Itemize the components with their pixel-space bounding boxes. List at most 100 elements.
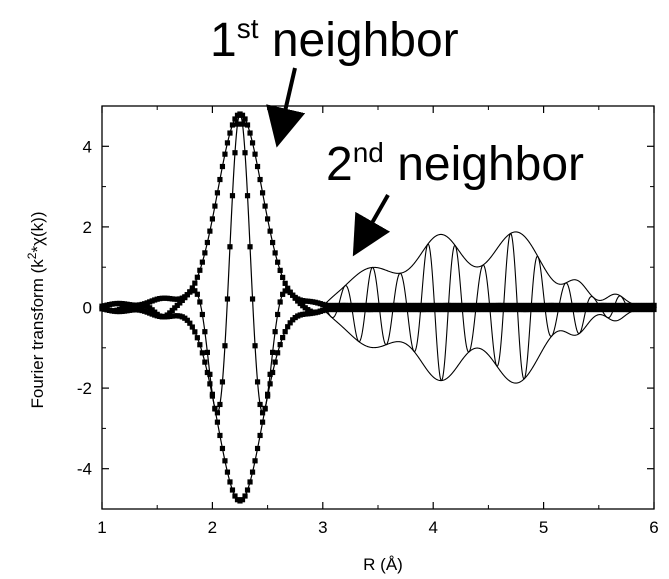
- fit-marker: [259, 410, 266, 416]
- y-tick-label-3: 2: [83, 218, 92, 237]
- fit-marker: [192, 329, 198, 335]
- annotation-second-neighbor: 2nd neighbor: [326, 137, 584, 191]
- annotation-first-neighbor: 1st neighbor: [210, 13, 459, 67]
- fit-marker: [280, 274, 286, 281]
- fit-marker: [272, 359, 278, 365]
- fit-marker: [217, 401, 223, 408]
- fit-marker: [242, 493, 248, 499]
- fit-marker: [199, 350, 205, 356]
- fit-marker: [224, 296, 231, 302]
- y-tick-label-2: 0: [83, 299, 92, 318]
- x-tick-label-5: 6: [649, 518, 658, 537]
- fit-marker: [277, 342, 283, 348]
- arrows-layer: [266, 67, 391, 257]
- fit-marker: [199, 311, 205, 318]
- fit-marker: [194, 335, 200, 341]
- fit-marker: [275, 311, 281, 318]
- fit-marker: [272, 329, 278, 335]
- x-tick-label-3: 4: [428, 518, 437, 537]
- fit-marker: [282, 329, 288, 335]
- fit-marker: [214, 190, 221, 196]
- fit-marker: [207, 381, 213, 387]
- fit-marker: [202, 359, 208, 365]
- fit-marker: [194, 274, 200, 280]
- fit-marker: [212, 203, 218, 209]
- fit-marker: [267, 381, 273, 387]
- fit-marker: [254, 445, 261, 452]
- fit-marker: [199, 259, 205, 265]
- fit-marker: [252, 458, 258, 464]
- fit-marker: [204, 239, 210, 246]
- fit-marker: [219, 379, 226, 385]
- fit-marker: [202, 329, 208, 335]
- annotation-second-sup: nd: [353, 137, 384, 168]
- fit-marker: [222, 458, 228, 464]
- fit-marker: [270, 349, 276, 355]
- y-axis-label-base: Fourier transform (k: [28, 259, 47, 409]
- annotation-second-rest: neighbor: [384, 138, 584, 191]
- fit-marker: [229, 487, 236, 493]
- fit-marker: [242, 116, 248, 122]
- x-axis-label: R (Å): [363, 555, 403, 574]
- fit-marker: [259, 419, 266, 425]
- annotation-first-rest: neighbor: [258, 14, 458, 67]
- fit-marker: [244, 487, 251, 493]
- fit-marker: [249, 140, 256, 146]
- x-tick-label-2: 3: [318, 518, 327, 537]
- fit-marker: [265, 391, 271, 397]
- annotation-second-main: 2: [326, 138, 353, 191]
- fit-marker: [239, 497, 246, 503]
- fit-marker: [270, 369, 276, 376]
- x-tick-label-0: 1: [97, 518, 106, 537]
- series-data-magnitude-upper: [322, 231, 654, 307]
- fit-marker: [249, 296, 256, 302]
- fit-marker: [249, 469, 256, 475]
- fit-marker: [244, 122, 251, 128]
- fit-marker: [227, 244, 233, 250]
- series-data: [322, 231, 655, 384]
- series-fit-magnitude-lower: [101, 308, 654, 502]
- arrow-first-neighbor: [266, 67, 306, 148]
- fit-marker: [277, 299, 283, 305]
- fit-marker: [194, 291, 200, 297]
- y-axis-label-sup: 2: [25, 252, 39, 259]
- y-tick-label-1: -2: [77, 379, 92, 398]
- fit-marker: [262, 405, 268, 411]
- fit-marker: [257, 176, 263, 183]
- fit-marker: [265, 216, 271, 222]
- fit-marker: [192, 280, 198, 286]
- svg-text:1st neighbor: 1st neighbor: [210, 13, 459, 67]
- y-axis-label-rest: *χ(k)): [28, 212, 47, 253]
- fit-marker: [212, 405, 218, 411]
- x-tick-label-4: 5: [539, 518, 548, 537]
- fit-marker: [267, 228, 273, 234]
- fit-marker: [227, 130, 233, 136]
- fit-marker: [217, 176, 223, 183]
- fit-marker: [287, 320, 293, 326]
- fit-marker: [197, 342, 203, 348]
- fit-marker: [222, 343, 228, 349]
- fit-marker: [179, 297, 185, 303]
- fit-marker: [239, 112, 246, 118]
- fit-marker: [207, 371, 213, 377]
- svg-text:Fourier transform (k2*χ(k)): Fourier transform (k2*χ(k)): [25, 212, 47, 409]
- fit-marker: [182, 295, 188, 301]
- fit-marker: [247, 130, 253, 136]
- fit-marker: [214, 419, 221, 425]
- fit-marker: [192, 288, 198, 294]
- arrow-second-neighbor: [352, 194, 391, 257]
- fit-marker: [217, 432, 223, 439]
- fit-marker: [204, 349, 210, 355]
- fit-marker: [202, 250, 208, 256]
- fit-marker: [247, 244, 253, 250]
- y-tick-label-0: -4: [77, 460, 92, 479]
- y-tick-label-4: 4: [83, 137, 92, 156]
- fit-marker: [242, 150, 248, 156]
- fit-marker: [227, 479, 233, 485]
- fit-marker: [229, 122, 236, 128]
- y-axis-label: Fourier transform (k2*χ(k)): [25, 212, 47, 409]
- fit-marker: [280, 291, 286, 297]
- fit-marker: [209, 216, 215, 222]
- series-layer: [99, 111, 657, 504]
